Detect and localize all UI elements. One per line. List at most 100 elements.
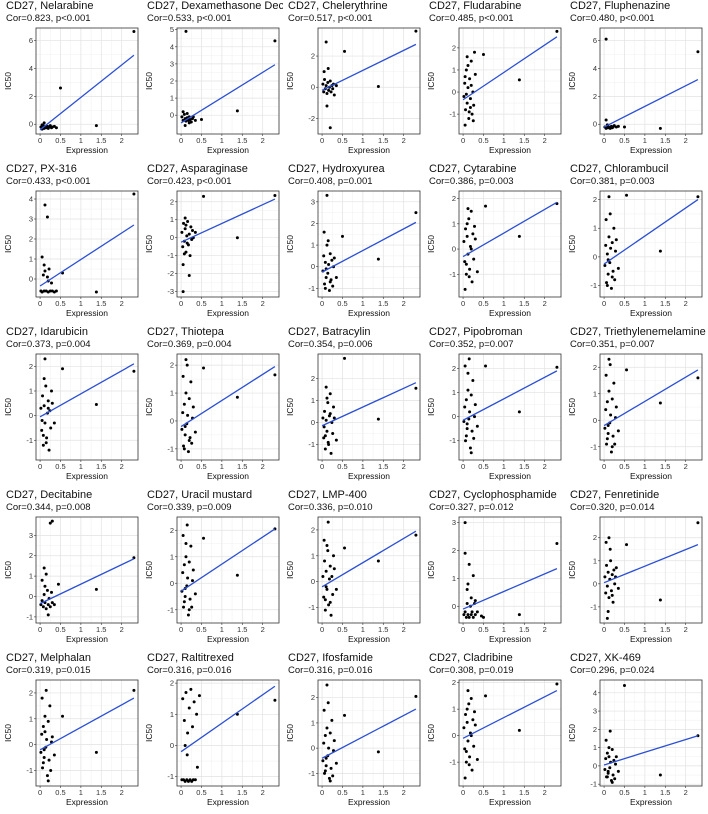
data-point xyxy=(44,688,48,692)
data-point xyxy=(185,363,189,367)
data-point xyxy=(462,726,466,730)
data-point xyxy=(328,252,332,256)
data-point xyxy=(468,755,472,759)
gridlines xyxy=(459,354,561,460)
data-point xyxy=(658,401,662,405)
scatter-plot: 0 0.5 1 1.5 2 -1 0 1 2 Expression IC50 xyxy=(285,353,421,481)
scatter-plot: 0 0.5 1 1.5 2 -1 0 1 2 Expression IC50 xyxy=(426,678,562,807)
x-tick-label: 0 xyxy=(38,136,42,145)
y-axis-label: IC50 xyxy=(144,561,154,579)
data-point xyxy=(463,75,467,79)
data-point xyxy=(47,267,51,271)
y-tick-label: 2 xyxy=(170,77,174,86)
x-axis-label: Expression xyxy=(630,634,672,644)
data-point xyxy=(43,584,47,588)
data-point xyxy=(465,588,469,592)
x-tick-label: 1.5 xyxy=(660,299,670,308)
y-axis-label: IC50 xyxy=(3,561,13,579)
y-tick-label: 0 xyxy=(593,579,597,588)
x-tick-label: 2 xyxy=(261,136,265,145)
data-point xyxy=(555,682,559,686)
data-point xyxy=(609,413,613,417)
panel-title: CD27, PX-316 xyxy=(6,163,77,175)
data-point xyxy=(475,758,479,761)
data-point xyxy=(325,683,329,687)
data-point xyxy=(41,725,45,729)
data-point xyxy=(607,536,611,540)
data-point xyxy=(340,234,344,238)
data-point xyxy=(324,40,328,44)
data-point xyxy=(463,405,467,409)
data-point xyxy=(469,83,473,87)
y-tick-label: 0 xyxy=(29,411,33,420)
y-tick-label: 0 xyxy=(452,602,456,611)
scatter-plot: 0 0.5 1 1.5 2 -1 0 1 2 Expression IC50 xyxy=(426,190,562,318)
y-tick-label: 3 xyxy=(29,531,33,540)
data-point xyxy=(273,39,277,43)
data-point xyxy=(44,572,48,576)
x-tick-label: 2 xyxy=(120,625,124,634)
x-tick-label: 0.5 xyxy=(55,299,65,308)
x-tick-label: 1.5 xyxy=(519,788,529,797)
data-point xyxy=(611,434,615,438)
data-point xyxy=(517,78,521,82)
y-tick-label: -1 xyxy=(26,436,33,445)
scatter-panel: CD27, PX-316 Cor=0.433, p<0.001 0 0.5 1 1.5 2 0… xyxy=(2,163,142,325)
y-tick-label: 1 xyxy=(593,224,597,233)
data-point xyxy=(54,289,58,293)
scatter-panel: CD27, LMP-400 Cor=0.336, p=0.010 0 0.5 1 1.5 2… xyxy=(284,489,424,651)
data-point xyxy=(326,239,330,243)
data-point xyxy=(329,613,333,617)
y-tick-label: -1 xyxy=(590,281,597,290)
x-tick-label: 0.5 xyxy=(337,788,347,797)
data-point xyxy=(182,252,186,256)
y-axis-label: IC50 xyxy=(144,398,154,416)
data-point xyxy=(50,281,54,285)
gridlines xyxy=(177,680,279,786)
data-points xyxy=(180,358,277,454)
data-point xyxy=(41,766,45,770)
y-tick-label: 0 xyxy=(170,233,174,242)
y-axis-label: IC50 xyxy=(567,561,577,579)
y-tick-label: 2 xyxy=(452,43,456,52)
data-point xyxy=(46,406,50,410)
y-tick-label: 0 xyxy=(593,120,597,129)
data-point xyxy=(202,366,206,370)
data-point xyxy=(326,440,330,444)
data-point xyxy=(329,451,333,455)
data-point xyxy=(330,718,334,722)
data-point xyxy=(605,252,609,256)
data-point xyxy=(622,683,626,687)
scatter-plot: 0 0.5 1 1.5 2 -1 0 1 2 Expression IC50 xyxy=(567,190,703,318)
gridlines xyxy=(600,354,702,460)
data-point xyxy=(606,570,610,574)
y-axis-label: IC50 xyxy=(426,724,436,742)
x-tick-label: 2 xyxy=(261,462,265,471)
panel-title: CD27, Fludarabine xyxy=(429,0,522,12)
data-point xyxy=(195,712,199,716)
x-tick-label: 0 xyxy=(320,788,324,797)
data-point xyxy=(605,442,609,446)
data-point xyxy=(467,702,471,706)
data-point xyxy=(610,593,614,597)
y-tick-label: 1 xyxy=(170,94,174,103)
x-tick-label: 2 xyxy=(543,462,547,471)
data-point xyxy=(45,436,49,440)
data-points xyxy=(39,357,136,452)
x-tick-label: 2 xyxy=(402,625,406,634)
data-point xyxy=(183,123,187,127)
x-axis-label: Expression xyxy=(489,634,531,644)
data-point xyxy=(328,280,332,284)
x-tick-label: 0 xyxy=(461,625,465,634)
data-point xyxy=(182,112,186,116)
data-point xyxy=(555,29,559,33)
regression-line xyxy=(462,370,558,421)
data-point xyxy=(189,544,193,548)
data-point xyxy=(473,710,477,714)
data-point xyxy=(323,734,327,738)
data-point xyxy=(47,758,51,762)
data-point xyxy=(473,403,477,407)
data-point xyxy=(605,616,609,620)
plot-frame xyxy=(458,516,562,624)
data-point xyxy=(193,118,197,122)
